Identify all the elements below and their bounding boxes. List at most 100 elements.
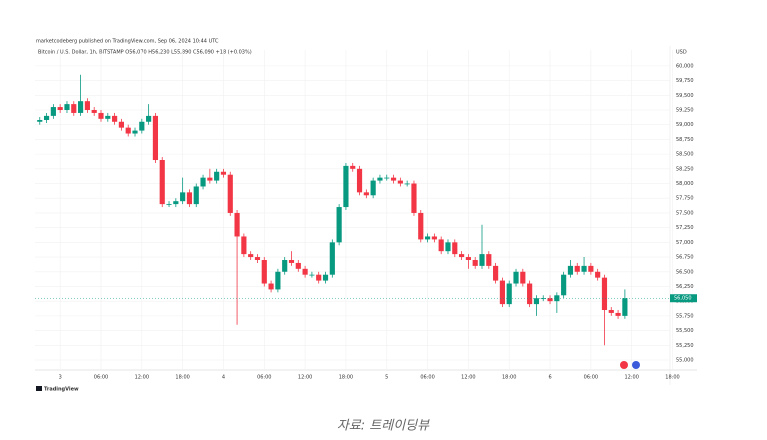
candle-body bbox=[132, 130, 138, 134]
x-tick-label: 4 bbox=[222, 375, 225, 381]
chart-title: Bitcoin / U.S. Dollar, 1h, BITSTAMP O56,… bbox=[38, 50, 252, 56]
last-price-tag bbox=[670, 294, 697, 303]
candle-body bbox=[520, 271, 526, 284]
candle-body bbox=[200, 177, 206, 187]
candle-body bbox=[254, 257, 261, 260]
candle-body bbox=[193, 186, 199, 205]
y-tick-label: 59,000 bbox=[676, 122, 694, 128]
candle-body bbox=[465, 257, 471, 260]
candle-body bbox=[64, 104, 70, 110]
event-icon bbox=[620, 361, 628, 369]
x-tick-label: 5 bbox=[385, 375, 388, 381]
candle-body bbox=[166, 204, 172, 205]
candle-body bbox=[595, 271, 601, 278]
y-tick-label: 57,750 bbox=[676, 196, 694, 202]
candle-body bbox=[404, 183, 410, 185]
candle-body bbox=[486, 254, 492, 266]
y-tick-label: 57,000 bbox=[676, 240, 694, 246]
candle-body bbox=[159, 160, 165, 205]
candle-body bbox=[214, 171, 220, 181]
candle-body bbox=[459, 254, 465, 258]
candle-body bbox=[173, 201, 179, 205]
y-tick-label: 57,500 bbox=[676, 210, 694, 216]
candle-body bbox=[567, 265, 574, 275]
candle-body bbox=[50, 107, 56, 116]
candle-body bbox=[329, 242, 335, 275]
x-tick-label: 18:00 bbox=[665, 375, 679, 381]
x-tick-label: 06:00 bbox=[257, 375, 271, 381]
y-tick-label: 56,250 bbox=[676, 284, 694, 290]
candle-body bbox=[57, 107, 63, 110]
candle-body bbox=[282, 260, 288, 272]
candle-body bbox=[288, 260, 295, 263]
candle-body bbox=[479, 254, 485, 266]
y-tick-label: 59,750 bbox=[676, 78, 694, 84]
candle-body bbox=[424, 236, 431, 240]
candle-body bbox=[98, 112, 104, 119]
candle-body bbox=[622, 298, 628, 316]
y-tick-label: 60,000 bbox=[676, 63, 694, 69]
caption: 자료: 트레이딩뷰 bbox=[337, 419, 430, 434]
x-tick-label: 06:00 bbox=[420, 375, 434, 381]
y-tick-label: 55,750 bbox=[676, 313, 694, 319]
candle-body bbox=[139, 121, 145, 131]
candle-body bbox=[207, 177, 213, 181]
candle-body bbox=[146, 115, 152, 122]
y-tick-label: 58,250 bbox=[676, 166, 694, 172]
x-tick-label: 18:00 bbox=[502, 375, 516, 381]
event-icon bbox=[632, 361, 640, 369]
candle-body bbox=[37, 120, 43, 122]
candle-body bbox=[506, 283, 512, 305]
candle-body bbox=[574, 265, 580, 272]
candle-body bbox=[295, 262, 301, 269]
candle-body bbox=[77, 101, 84, 113]
y-tick-label: 58,750 bbox=[676, 137, 694, 143]
x-tick-label: 12:00 bbox=[461, 375, 475, 381]
candle-body bbox=[384, 177, 390, 179]
candle-body bbox=[118, 121, 124, 128]
candle-body bbox=[601, 277, 608, 310]
candle-body bbox=[452, 242, 458, 255]
candle-body bbox=[125, 127, 131, 134]
x-tick-label: 12:00 bbox=[135, 375, 149, 381]
candle-body bbox=[71, 104, 77, 113]
candle-body bbox=[84, 101, 90, 110]
candle-body bbox=[322, 274, 329, 281]
candle-body bbox=[343, 165, 349, 208]
candle-body bbox=[309, 274, 315, 276]
candle-body bbox=[581, 265, 587, 272]
candle-body bbox=[377, 177, 383, 181]
candle-body bbox=[418, 212, 424, 240]
candle-body bbox=[302, 268, 308, 275]
candle-body bbox=[152, 115, 159, 160]
candle-body bbox=[533, 298, 540, 305]
candle-body bbox=[275, 271, 281, 290]
y-tick-label: 55,250 bbox=[676, 343, 694, 349]
candle-body bbox=[350, 165, 356, 169]
candle-body bbox=[554, 295, 560, 302]
candle-body bbox=[241, 236, 247, 255]
candle-body bbox=[363, 192, 369, 196]
x-tick-label: 18:00 bbox=[339, 375, 353, 381]
y-tick-label: 59,250 bbox=[676, 108, 694, 114]
y-unit: USD bbox=[676, 50, 687, 56]
candle-body bbox=[615, 312, 621, 316]
y-tick-label: 57,250 bbox=[676, 225, 694, 231]
candle-body bbox=[112, 115, 118, 122]
x-tick-label: 6 bbox=[548, 375, 551, 381]
candle-body bbox=[588, 265, 594, 272]
x-tick-label: 12:00 bbox=[298, 375, 312, 381]
candle-body bbox=[438, 239, 444, 252]
candle-body bbox=[397, 180, 403, 184]
x-tick-label: 06:00 bbox=[584, 375, 598, 381]
candle-body bbox=[527, 283, 533, 305]
last-price-label: 56,050 bbox=[674, 296, 692, 302]
candle-body bbox=[180, 192, 186, 202]
logo-icon bbox=[36, 386, 42, 391]
y-tick-label: 58,500 bbox=[676, 152, 694, 158]
candle-body bbox=[472, 260, 478, 266]
y-tick-label: 56,500 bbox=[676, 269, 694, 275]
candle-body bbox=[561, 274, 567, 296]
candle-body bbox=[445, 242, 451, 252]
